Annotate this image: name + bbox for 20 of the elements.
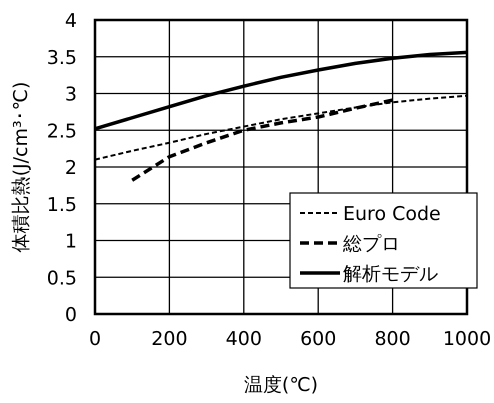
x-tick-label: 200 — [151, 328, 188, 350]
x-tick-label: 800 — [374, 328, 411, 350]
legend-label: 総プロ — [342, 233, 400, 255]
y-tick-label: 1 — [64, 230, 77, 252]
x-tick-label: 0 — [88, 328, 102, 350]
y-tick-label: 3 — [64, 84, 77, 106]
y-tick-label: 0 — [64, 304, 77, 326]
y-tick-label: 0.5 — [46, 267, 77, 290]
x-tick-label: 400 — [226, 328, 262, 350]
y-axis-title: 体積比熱(J/cm³･℃) — [10, 82, 32, 252]
y-tick-label: 4 — [64, 10, 77, 32]
y-tick-label: 1.5 — [46, 194, 77, 216]
x-tick-label: 1000 — [442, 328, 492, 350]
legend-label: Euro Code — [343, 203, 441, 225]
legend-label: 解析モデル — [343, 263, 438, 285]
y-tick-label: 2 — [64, 157, 77, 179]
x-axis-title: 温度(℃) — [244, 374, 318, 396]
x-tick-label: 600 — [300, 328, 336, 350]
y-tick-label: 2.5 — [46, 120, 77, 142]
y-tick-label: 3.5 — [46, 46, 77, 69]
